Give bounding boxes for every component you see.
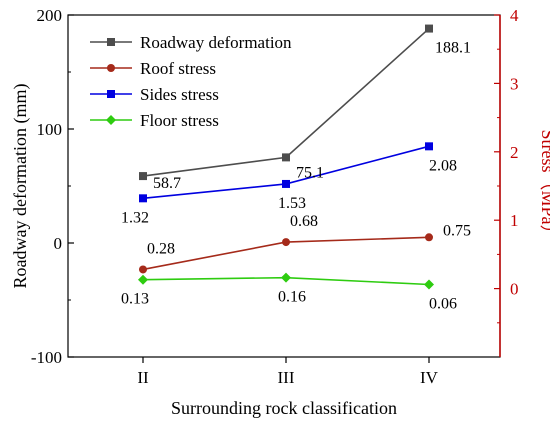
x-axis-ticks: II III IV [137, 357, 439, 387]
right-axis-ticks: 4 3 2 1 0 [494, 6, 519, 324]
x-axis-title: Surrounding rock classification [171, 398, 397, 418]
data-point [281, 272, 291, 283]
data-point [139, 194, 147, 203]
data-label: 2.08 [429, 157, 457, 174]
data-label: 0.75 [443, 222, 471, 239]
data-label: 0.68 [290, 213, 318, 230]
legend-label: Floor stress [140, 111, 219, 130]
series-roadway-deformation [139, 24, 433, 181]
data-label: 58.7 [153, 175, 181, 192]
left-y-axis-title: Roadway deformation (mm) [10, 84, 31, 289]
data-point [282, 238, 290, 247]
right-tick-label: 2 [510, 143, 519, 162]
data-label: 0.06 [429, 295, 457, 312]
left-tick-label: 100 [37, 120, 63, 139]
legend-marker [107, 38, 115, 46]
legend: Roadway deformation Roof stress Sides stre… [90, 33, 292, 130]
data-label: 75.1 [296, 164, 324, 181]
data-label: 1.53 [278, 195, 306, 212]
data-point [139, 265, 147, 274]
x-tick-label: IV [420, 368, 439, 387]
x-tick-label: III [278, 368, 295, 387]
right-tick-label: 3 [510, 74, 519, 93]
legend-item: Roadway deformation [90, 33, 292, 52]
legend-item: Roof stress [90, 59, 216, 78]
data-point [425, 233, 433, 242]
series-sides-stress [139, 142, 433, 203]
data-point [138, 274, 148, 285]
legend-item: Sides stress [90, 85, 219, 104]
series-floor-stress [138, 272, 434, 290]
left-tick-label: 0 [54, 234, 63, 253]
data-point [282, 153, 290, 162]
data-labels: 58.7 75.1 188.1 0.28 0.68 0.75 1.32 1.53 2.08 0.1… [121, 40, 471, 313]
data-point [139, 172, 147, 181]
series-roof-stress [139, 233, 433, 274]
legend-label: Sides stress [140, 85, 219, 104]
left-axis-ticks: 200 100 0 -100 [31, 6, 74, 367]
legend-item: Floor stress [90, 111, 219, 130]
data-point [424, 279, 434, 290]
data-label: 0.28 [147, 240, 175, 257]
right-tick-label: 1 [510, 211, 519, 230]
data-label: 1.32 [121, 209, 149, 226]
legend-marker [107, 90, 115, 98]
right-tick-label: 0 [510, 280, 519, 299]
series-layer [138, 24, 434, 290]
data-point [425, 24, 433, 33]
data-label: 0.13 [121, 291, 149, 308]
data-label: 0.16 [278, 289, 306, 306]
data-point [282, 179, 290, 188]
legend-label: Roof stress [140, 59, 216, 78]
x-tick-label: II [137, 368, 149, 387]
right-tick-label: 4 [510, 6, 519, 25]
right-y-axis-title: Stress（MPa） [538, 129, 550, 242]
left-tick-label: -100 [31, 348, 62, 367]
legend-marker [107, 64, 115, 72]
legend-marker [106, 115, 116, 125]
data-label: 188.1 [435, 40, 471, 57]
left-tick-label: 200 [37, 6, 63, 25]
data-point [425, 142, 433, 151]
legend-label: Roadway deformation [140, 33, 292, 52]
